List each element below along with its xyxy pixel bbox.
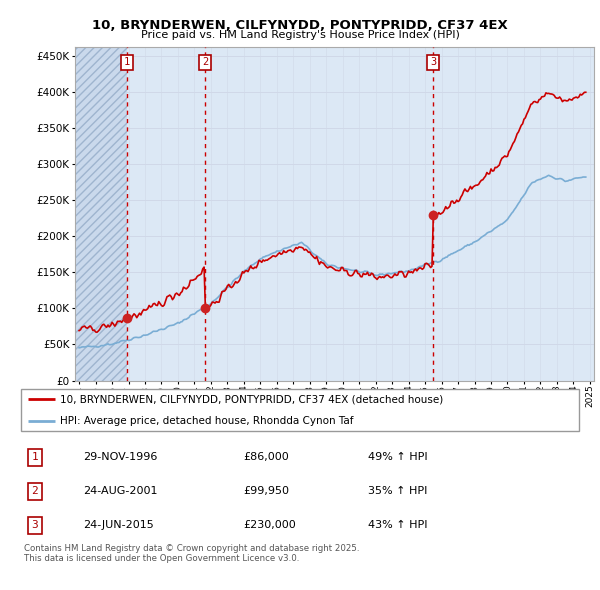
Text: 10, BRYNDERWEN, CILFYNYDD, PONTYPRIDD, CF37 4EX (detached house): 10, BRYNDERWEN, CILFYNYDD, PONTYPRIDD, C… — [60, 394, 443, 404]
Text: 3: 3 — [32, 520, 38, 530]
Text: 29-NOV-1996: 29-NOV-1996 — [83, 453, 157, 462]
Text: 1: 1 — [32, 453, 38, 462]
Text: 3: 3 — [430, 57, 436, 67]
Bar — [75, 47, 127, 381]
Text: 1: 1 — [124, 57, 130, 67]
Text: £86,000: £86,000 — [244, 453, 289, 462]
Text: 24-JUN-2015: 24-JUN-2015 — [83, 520, 154, 530]
Text: £230,000: £230,000 — [244, 520, 296, 530]
Text: 2: 2 — [32, 486, 38, 496]
Text: 43% ↑ HPI: 43% ↑ HPI — [368, 520, 427, 530]
FancyBboxPatch shape — [21, 389, 579, 431]
Text: 24-AUG-2001: 24-AUG-2001 — [83, 486, 157, 496]
Text: 10, BRYNDERWEN, CILFYNYDD, PONTYPRIDD, CF37 4EX: 10, BRYNDERWEN, CILFYNYDD, PONTYPRIDD, C… — [92, 19, 508, 32]
Text: Contains HM Land Registry data © Crown copyright and database right 2025.
This d: Contains HM Land Registry data © Crown c… — [24, 544, 359, 563]
Text: £99,950: £99,950 — [244, 486, 290, 496]
Text: Price paid vs. HM Land Registry's House Price Index (HPI): Price paid vs. HM Land Registry's House … — [140, 30, 460, 40]
Text: HPI: Average price, detached house, Rhondda Cynon Taf: HPI: Average price, detached house, Rhon… — [60, 416, 354, 426]
Text: 35% ↑ HPI: 35% ↑ HPI — [368, 486, 427, 496]
Text: 49% ↑ HPI: 49% ↑ HPI — [368, 453, 427, 462]
Text: 2: 2 — [202, 57, 208, 67]
